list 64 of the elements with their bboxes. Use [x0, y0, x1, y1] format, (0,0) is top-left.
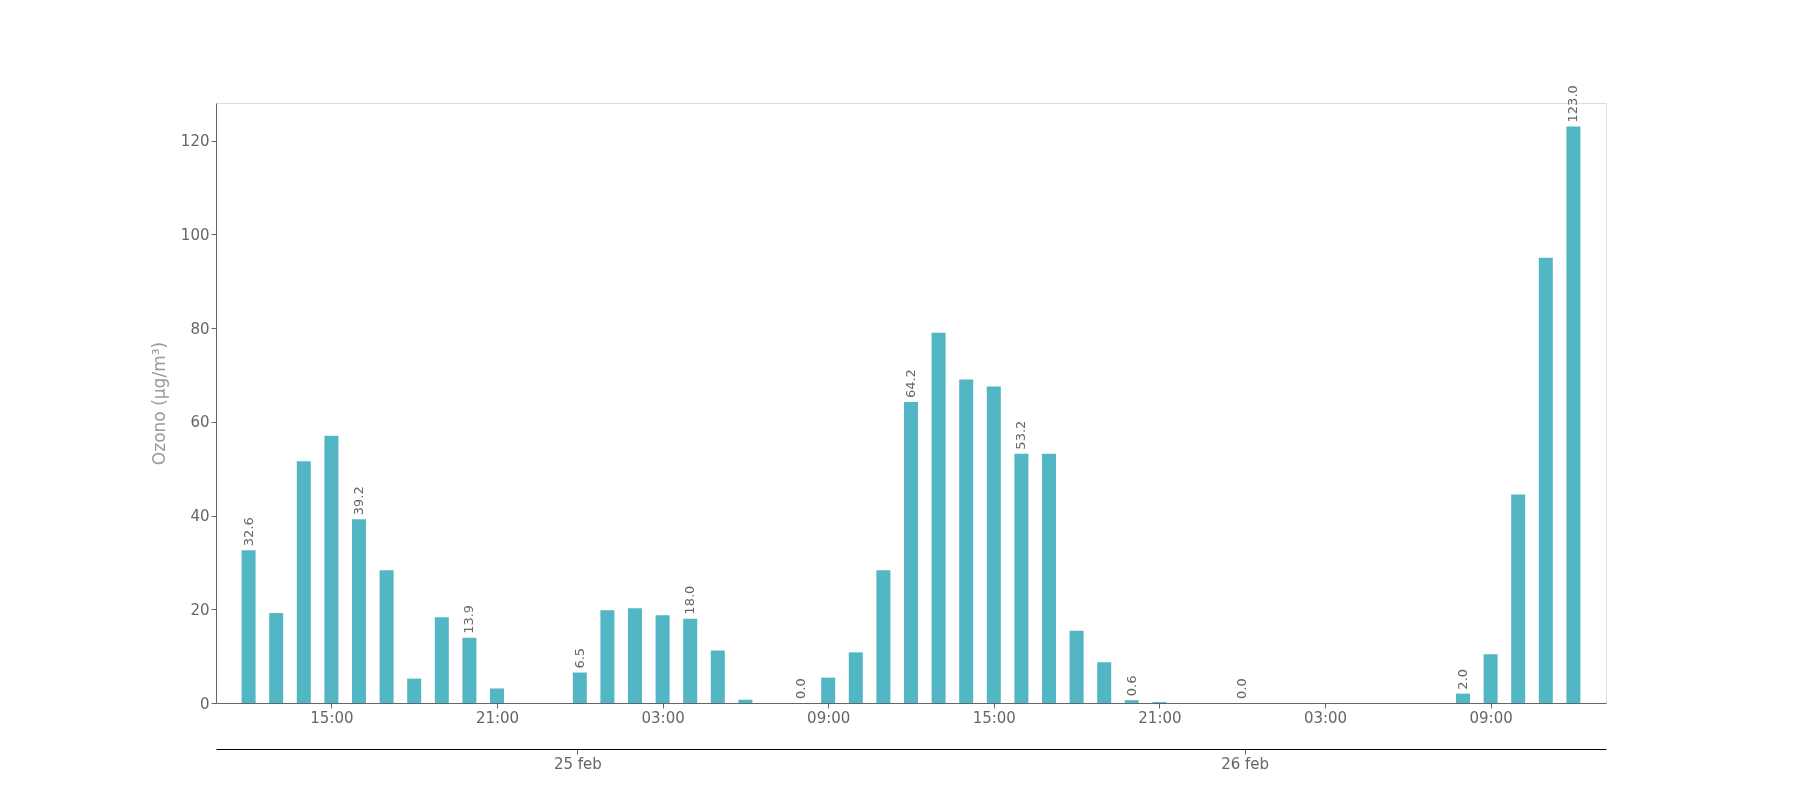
bar	[876, 570, 891, 703]
y-tick-label: 80	[190, 319, 210, 338]
y-tick-label: 20	[190, 600, 210, 619]
x2-tick-label: 26 feb	[1221, 754, 1270, 773]
y-tick-label: 100	[180, 225, 210, 244]
bar	[379, 570, 394, 703]
x-tick-label: 03:00	[1303, 708, 1348, 727]
data-label: 53.2	[1013, 420, 1029, 450]
bar	[683, 618, 698, 703]
bar	[1014, 453, 1029, 703]
data-label: 18.0	[682, 585, 698, 615]
bar	[434, 617, 449, 703]
x-tick-label: 03:00	[641, 708, 685, 727]
bar	[848, 652, 863, 703]
data-label: 0.0	[1234, 678, 1250, 699]
bar	[490, 688, 504, 703]
bar	[1456, 693, 1470, 703]
y-tick-label: 40	[190, 507, 210, 525]
bar	[600, 610, 615, 703]
bar	[1566, 126, 1581, 703]
data-label: 39.2	[351, 486, 366, 516]
bar	[710, 650, 725, 703]
x-tick-label: 15:00	[972, 708, 1016, 727]
y-axis-title: Ozono (μg/m³)	[148, 341, 169, 466]
data-label: 13.9	[461, 604, 477, 634]
bar	[1483, 654, 1498, 703]
bar	[986, 386, 1001, 703]
bar	[324, 435, 339, 703]
bar	[1511, 494, 1526, 703]
bar	[1538, 257, 1553, 703]
bar	[959, 379, 974, 703]
bar	[572, 672, 587, 703]
data-label: 2.0	[1455, 668, 1470, 690]
y-tick-label: 60	[190, 413, 210, 432]
bar	[904, 402, 918, 703]
x-tick-label: 09:00	[1469, 708, 1513, 727]
data-label: 6.5	[571, 647, 587, 669]
bar	[352, 519, 366, 703]
bar	[1042, 453, 1056, 703]
y-tick-label: 120	[180, 132, 210, 150]
y-tick-label: 0	[199, 694, 210, 713]
x-tick-label: 21:00	[1138, 708, 1182, 727]
data-label: 32.6	[240, 517, 256, 547]
bar	[738, 699, 753, 703]
data-label: 64.2	[903, 369, 918, 399]
data-label: 123.0	[1565, 85, 1581, 123]
bar	[655, 615, 670, 703]
bar	[269, 613, 284, 703]
x-tick-label: 09:00	[807, 708, 851, 727]
bar	[1069, 630, 1084, 703]
x2-tick-label: 25 feb	[553, 754, 602, 773]
data-label: 0.6	[1123, 675, 1139, 697]
data-label: 0.0	[792, 678, 808, 699]
bar	[296, 461, 311, 703]
x-tick-label: 21:00	[475, 708, 520, 727]
bar	[821, 677, 836, 703]
bar	[1097, 662, 1112, 703]
bar	[1124, 700, 1139, 703]
bar	[628, 608, 642, 703]
bar	[407, 678, 422, 703]
bar	[462, 637, 477, 703]
bar	[931, 332, 946, 703]
bar	[241, 550, 256, 703]
x-tick-label: 15:00	[310, 708, 354, 727]
